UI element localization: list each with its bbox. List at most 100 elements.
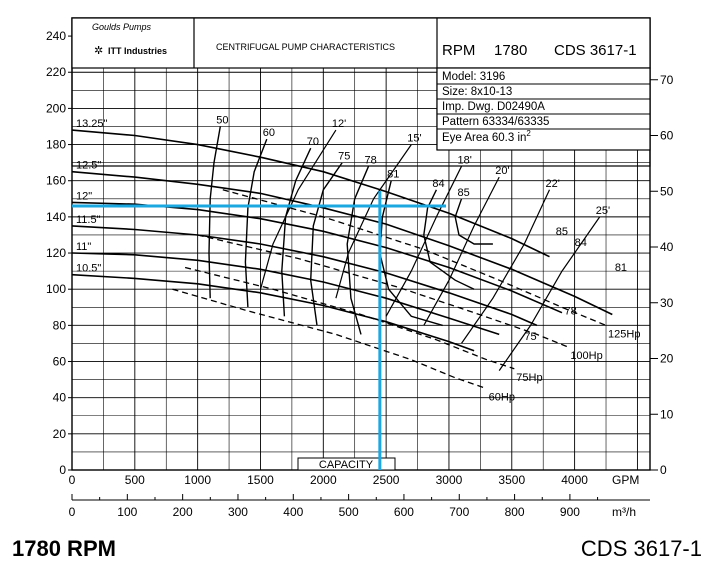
y-tick-label: 60 (53, 355, 67, 369)
npsh-curve-label: 25' (596, 205, 610, 217)
y2-tick-label: 30 (660, 296, 674, 310)
npsh-curve-label: 15' (407, 133, 421, 145)
logo-sub: ITT Industries (108, 46, 167, 56)
y-tick-label: 100 (46, 282, 66, 296)
footer-rpm: 1780 RPM (12, 536, 116, 561)
npsh-curve (259, 129, 337, 290)
info-pattern: Pattern 63334/63335 (442, 116, 549, 128)
power-curve (222, 189, 607, 327)
power-curve-label: 75Hp (516, 372, 542, 384)
head-curve (71, 225, 538, 327)
efficiency-curve-label: 85 (556, 226, 568, 238)
y2-tick-label: 20 (660, 352, 674, 366)
efficiency-curve-label: 85 (458, 187, 470, 199)
x2-axis-label: m³/h (612, 505, 636, 519)
info-imp-dwg: Imp. Dwg. D02490A (442, 101, 545, 113)
efficiency-curve (208, 126, 221, 299)
info-box (436, 67, 651, 151)
efficiency-curve (346, 166, 370, 335)
x2-tick-label: 600 (394, 505, 414, 519)
y2-tick-label: 60 (660, 129, 674, 143)
head-curve-label: 10.5" (76, 263, 101, 275)
npsh-curve-label: 20' (495, 165, 509, 177)
x2-tick-label: 500 (339, 505, 359, 519)
x2-tick-label: 700 (449, 505, 469, 519)
x-tick-label: 2000 (310, 473, 337, 487)
power-curve (172, 288, 487, 390)
header-block: Goulds Pumps ✲ ITT Industries CENTRIFUGA… (71, 17, 651, 167)
y-tick-label: 240 (46, 29, 66, 43)
npsh-curve (423, 176, 500, 326)
npsh-curve-label: 12' (332, 118, 346, 130)
x-axis-label: GPM (612, 473, 639, 487)
power-curve-label: 60Hp (489, 392, 515, 404)
head-curve (71, 252, 500, 336)
head-curve-label: 11" (76, 241, 91, 253)
info-eye-area: Eye Area 60.3 in2 (442, 129, 531, 144)
model-code: CDS 3617-1 (554, 42, 637, 59)
efficiency-curve-label: 75 (524, 331, 536, 343)
efficiency-curve-label: 60 (263, 127, 275, 139)
y-tick-label: 140 (46, 210, 66, 224)
x2-tick-label: 200 (173, 505, 193, 519)
power-curve (184, 266, 515, 370)
footer-model-code: CDS 3617-1 (580, 536, 702, 561)
header-top (71, 17, 651, 69)
npsh-curve (461, 189, 551, 344)
x2-tick-label: 300 (228, 505, 248, 519)
x2-tick-label: 800 (505, 505, 525, 519)
y-tick-label: 220 (46, 65, 66, 79)
logo-gear-icon: ✲ (94, 45, 103, 57)
head-curve-label: 13.25" (76, 118, 108, 130)
y-tick-label: 40 (53, 391, 67, 405)
x-tick-label: 1500 (247, 473, 274, 487)
y2-tick-label: 40 (660, 240, 674, 254)
y-tick-label: 0 (59, 463, 66, 477)
npsh-curve (498, 216, 601, 371)
head-curve-label: 11.5" (76, 214, 101, 226)
x2-tick-label: 100 (117, 505, 137, 519)
rpm-value: 1780 (494, 42, 527, 59)
efficiency-curve (281, 147, 312, 317)
head-curve (71, 273, 475, 352)
head-curve-label: 12" (76, 190, 92, 202)
npsh-curve (335, 144, 412, 299)
x-tick-label: 2500 (373, 473, 400, 487)
info-model: Model: 3196 (442, 71, 505, 83)
efficiency-curve (454, 198, 493, 245)
efficiency-curve-label: 50 (216, 114, 228, 126)
y2-tick-label: 0 (660, 463, 667, 477)
x-tick-label: 500 (125, 473, 145, 487)
highlight-crosshair (72, 191, 446, 470)
x-tick-label: 1000 (184, 473, 211, 487)
y-tick-label: 80 (53, 318, 67, 332)
y-tick-label: 120 (46, 246, 66, 260)
efficiency-curve-label: 70 (307, 136, 319, 148)
y-tick-label: 20 (53, 427, 67, 441)
head-curve (71, 129, 550, 258)
efficiency-curve-label: 84 (575, 237, 587, 249)
x2-tick-label: 900 (560, 505, 580, 519)
y-tick-label: 200 (46, 101, 66, 115)
chart-title: CENTRIFUGAL PUMP CHARACTERISTICS (216, 42, 395, 52)
curves (71, 126, 613, 390)
efficiency-curve-label: 75 (338, 151, 350, 163)
efficiency-curve (379, 180, 443, 327)
head-curve (71, 201, 563, 314)
x2-tick-label: 0 (69, 505, 76, 519)
power-curve-label: 125Hp (608, 328, 640, 340)
y-tick-label: 160 (46, 174, 66, 188)
head-curve (71, 170, 613, 316)
efficiency-curve-label: 78 (565, 306, 577, 318)
info-size: Size: 8x10-13 (442, 86, 512, 98)
npsh-curve (385, 166, 463, 317)
npsh-curve-label: 18' (458, 154, 472, 166)
npsh-curve-label: 22' (545, 178, 559, 190)
y-tick-label: 180 (46, 138, 66, 152)
efficiency-curve-label: 81 (615, 262, 627, 274)
x-tick-label: 3000 (436, 473, 463, 487)
efficiency-curve (309, 162, 343, 326)
power-curve-label: 100Hp (570, 350, 602, 362)
